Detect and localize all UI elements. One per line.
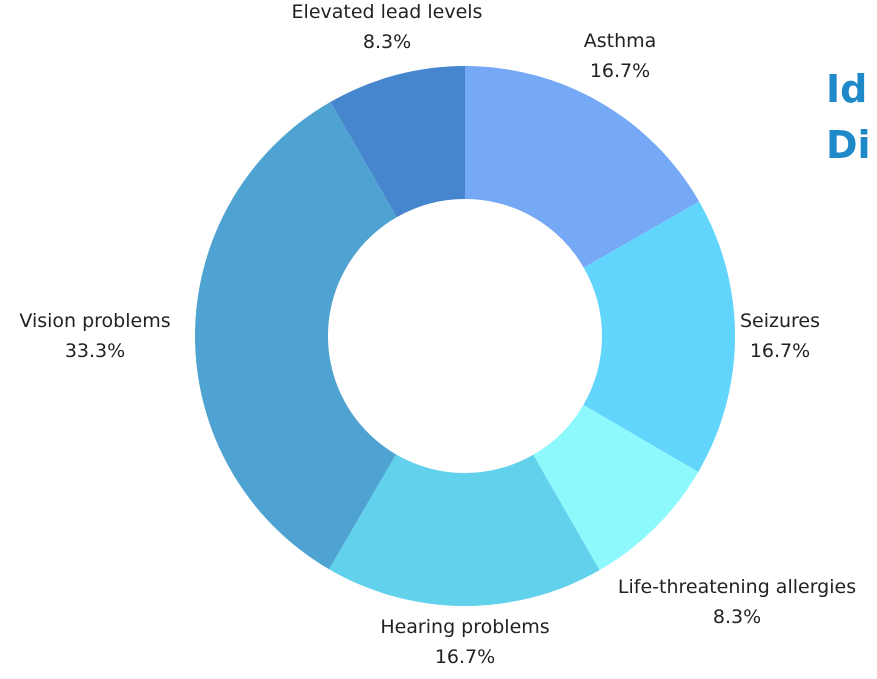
slice-value-label: 33.3%: [65, 340, 125, 362]
slice-label: Elevated lead levels: [292, 1, 483, 23]
slice: [533, 404, 699, 571]
slice-label: Hearing problems: [380, 616, 549, 638]
slice-value-label: 8.3%: [363, 31, 411, 53]
slice-value-label: 16.7%: [750, 340, 810, 362]
slice: [465, 66, 700, 268]
slice-value-label: 8.3%: [713, 606, 761, 628]
slice-label: Life-threatening allergies: [618, 576, 856, 598]
slice: [329, 454, 600, 606]
slice-label: Asthma: [584, 30, 657, 52]
slice: [583, 201, 735, 472]
slice-label: Seizures: [740, 310, 820, 332]
slice: [330, 66, 465, 218]
slice-value-label: 16.7%: [435, 646, 495, 668]
slice: [194, 101, 397, 570]
slice-label: Vision problems: [19, 310, 170, 332]
chart-title: Di: [826, 123, 871, 167]
chart-title: Id: [826, 67, 867, 111]
slice-value-label: 16.7%: [590, 60, 650, 82]
